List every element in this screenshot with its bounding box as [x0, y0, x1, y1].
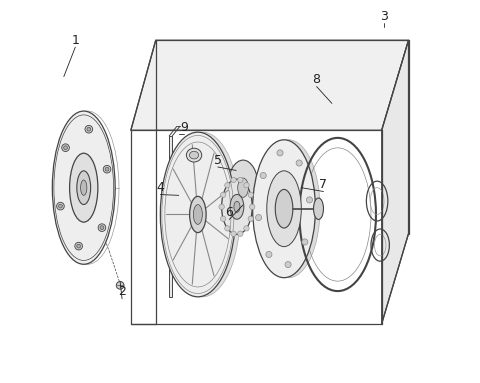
Ellipse shape [266, 251, 272, 257]
Ellipse shape [277, 150, 283, 156]
Ellipse shape [52, 111, 115, 264]
Ellipse shape [77, 244, 81, 248]
Ellipse shape [238, 177, 243, 183]
Ellipse shape [186, 148, 202, 162]
Ellipse shape [230, 195, 244, 219]
Polygon shape [131, 40, 408, 130]
Ellipse shape [98, 224, 106, 231]
Ellipse shape [100, 226, 104, 229]
Ellipse shape [238, 231, 243, 236]
Ellipse shape [85, 125, 93, 133]
Ellipse shape [231, 177, 236, 183]
Ellipse shape [75, 242, 83, 250]
Ellipse shape [64, 146, 68, 150]
Polygon shape [382, 40, 408, 324]
Ellipse shape [59, 204, 62, 208]
Ellipse shape [250, 204, 255, 210]
Ellipse shape [103, 165, 111, 173]
Ellipse shape [81, 180, 87, 195]
Text: 3: 3 [380, 10, 387, 23]
Ellipse shape [193, 205, 203, 224]
Text: 2: 2 [118, 285, 126, 298]
Ellipse shape [222, 179, 252, 234]
Text: 4: 4 [156, 181, 164, 194]
Ellipse shape [260, 172, 266, 178]
Ellipse shape [190, 196, 206, 232]
Ellipse shape [228, 160, 258, 215]
Text: 5: 5 [214, 154, 222, 167]
Ellipse shape [190, 151, 199, 159]
Text: 1: 1 [72, 34, 79, 47]
Ellipse shape [238, 178, 249, 197]
Text: 9: 9 [180, 121, 189, 134]
Ellipse shape [219, 204, 224, 210]
Ellipse shape [165, 132, 240, 297]
Ellipse shape [105, 167, 109, 171]
Text: 7: 7 [320, 178, 327, 191]
Ellipse shape [252, 140, 315, 278]
Ellipse shape [248, 216, 253, 221]
Ellipse shape [296, 160, 302, 166]
Ellipse shape [160, 132, 235, 297]
Ellipse shape [225, 183, 230, 188]
Ellipse shape [255, 214, 262, 221]
Ellipse shape [231, 231, 236, 236]
Ellipse shape [87, 127, 91, 131]
Ellipse shape [244, 226, 249, 231]
Ellipse shape [302, 239, 308, 245]
Ellipse shape [225, 226, 230, 231]
Text: 6: 6 [225, 206, 233, 219]
Ellipse shape [267, 171, 301, 247]
Ellipse shape [220, 216, 226, 221]
Ellipse shape [275, 190, 293, 228]
Ellipse shape [313, 198, 324, 219]
Ellipse shape [285, 262, 291, 268]
Ellipse shape [62, 144, 70, 152]
Ellipse shape [220, 192, 226, 198]
Ellipse shape [234, 201, 240, 212]
Ellipse shape [306, 197, 312, 203]
Ellipse shape [116, 282, 124, 289]
Ellipse shape [57, 202, 64, 210]
Ellipse shape [248, 192, 253, 198]
Ellipse shape [70, 153, 98, 222]
Ellipse shape [244, 183, 249, 188]
Text: 8: 8 [312, 73, 321, 86]
Polygon shape [169, 136, 172, 297]
Ellipse shape [77, 171, 91, 205]
Ellipse shape [257, 140, 320, 278]
